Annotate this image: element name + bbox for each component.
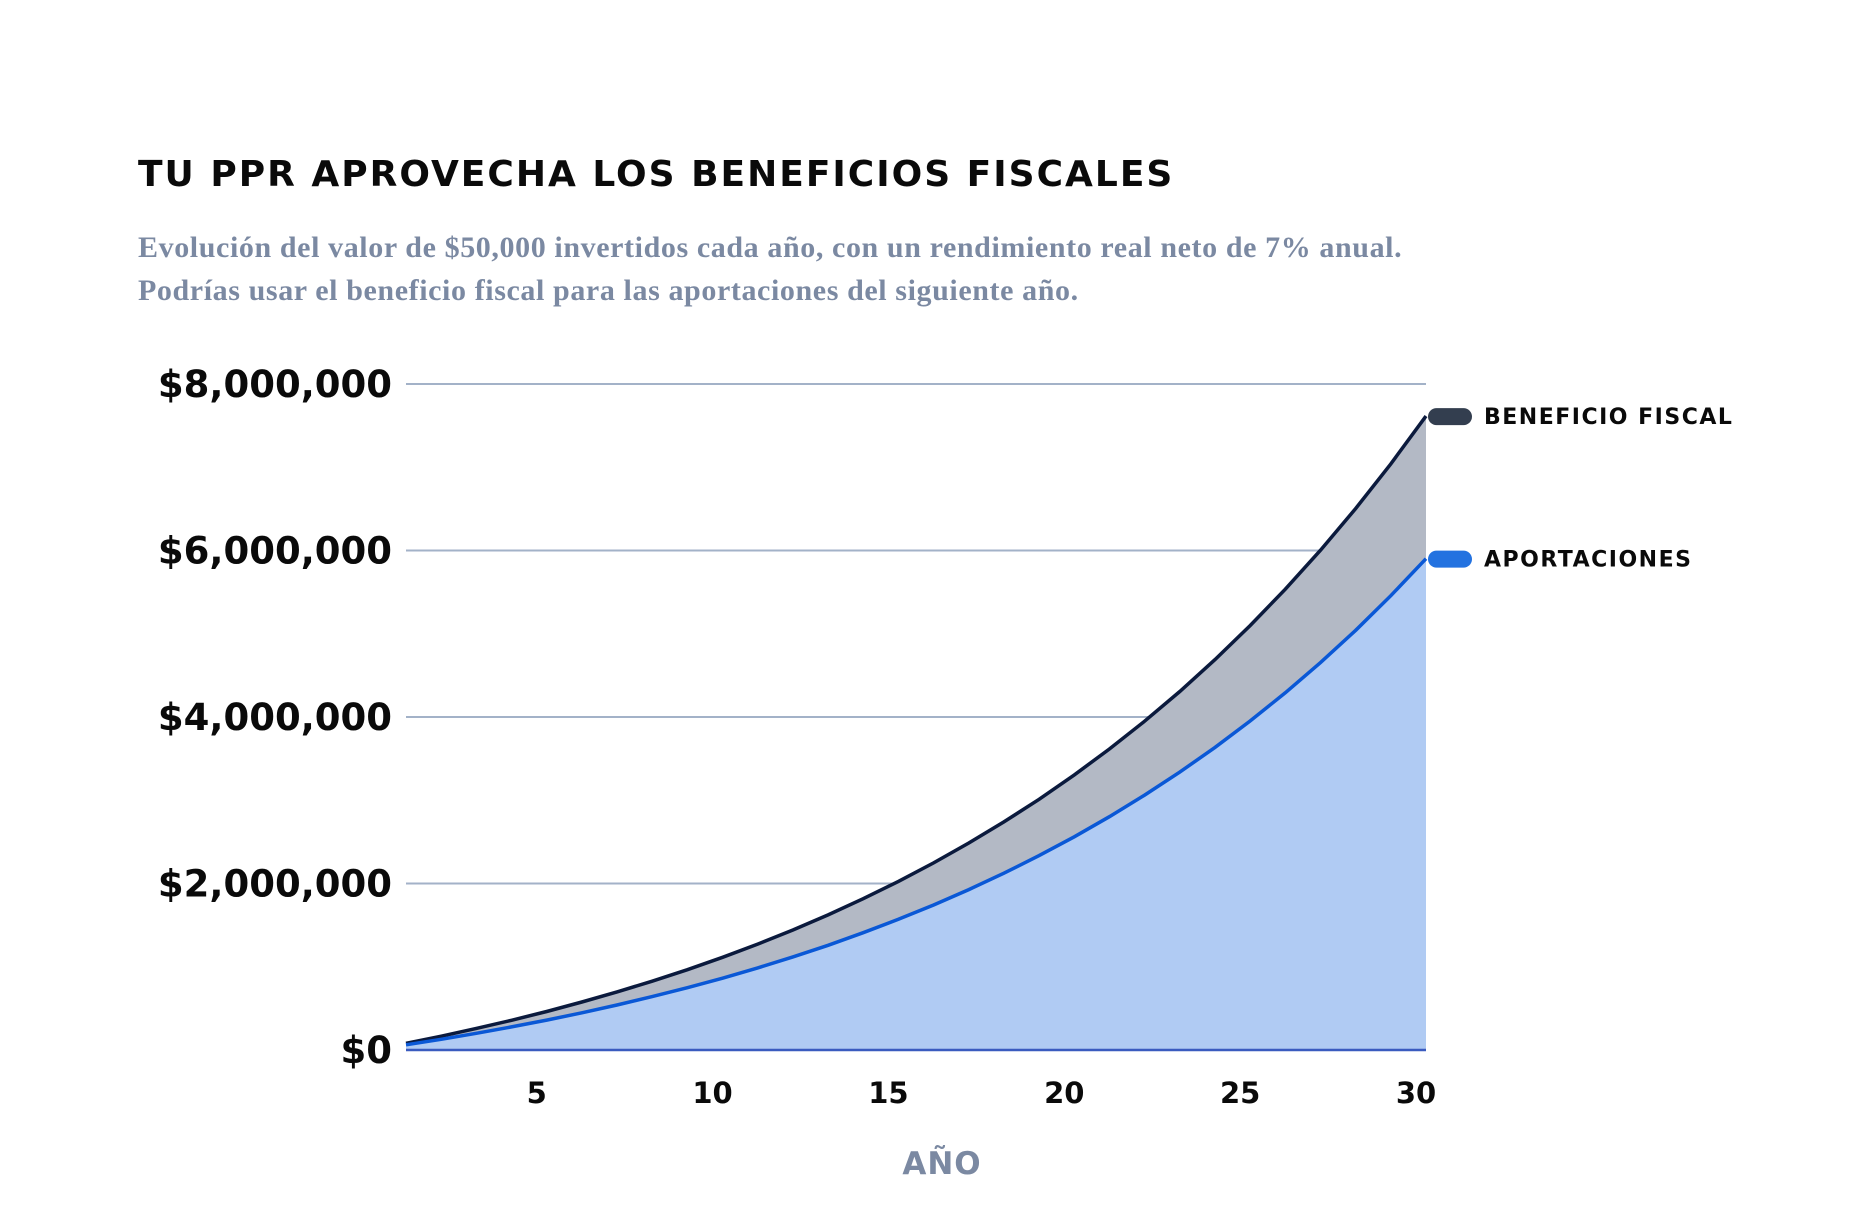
chart-title: TU PPR APROVECHA LOS BENEFICIOS FISCALES bbox=[138, 154, 1175, 195]
legend-label: APORTACIONES bbox=[1484, 548, 1692, 573]
x-tick-label: 25 bbox=[1220, 1076, 1260, 1110]
area-aportaciones bbox=[406, 558, 1426, 1050]
x-tick-label: 30 bbox=[1396, 1076, 1436, 1110]
chart-subtitle: Evolución del valor de $50,000 invertido… bbox=[138, 231, 1403, 307]
line-aportaciones bbox=[405, 557, 1428, 1047]
x-tick-label: 20 bbox=[1044, 1076, 1084, 1110]
line-beneficio-fiscal bbox=[405, 415, 1428, 1046]
legend-label: BENEFICIO FISCAL bbox=[1484, 405, 1733, 430]
x-tick-label: 5 bbox=[527, 1076, 547, 1110]
legend-swatch bbox=[1428, 550, 1472, 568]
y-tick-label: $2,000,000 bbox=[158, 863, 392, 906]
y-tick-label: $6,000,000 bbox=[158, 530, 392, 573]
y-tick-label: $0 bbox=[341, 1029, 393, 1072]
legend-swatch bbox=[1428, 408, 1472, 426]
y-tick-label: $8,000,000 bbox=[158, 363, 392, 406]
y-tick-label: $4,000,000 bbox=[158, 696, 392, 739]
x-tick-label: 10 bbox=[692, 1076, 732, 1110]
x-axis-label: AÑO bbox=[902, 1145, 981, 1182]
x-tick-label: 15 bbox=[868, 1076, 908, 1110]
